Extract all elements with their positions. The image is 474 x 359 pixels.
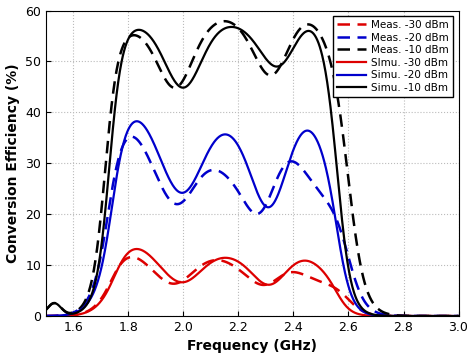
Line: SImu. -30 dBm: SImu. -30 dBm <box>46 249 458 316</box>
SImu. -30 dBm <box>210 259 216 264</box>
Simu. -20 dBm <box>365 312 371 316</box>
Legend: Meas. -30 dBm, Meas. -20 dBm, Meas. -10 dBm, SImu. -30 dBm, Simu. -20 dBm, Simu.: Meas. -30 dBm, Meas. -20 dBm, Meas. -10 … <box>333 16 453 97</box>
Meas. -30 dBm <box>85 309 91 313</box>
Meas. -30 dBm <box>225 261 231 265</box>
Simu. -10 dBm <box>365 311 371 315</box>
Meas. -10 dBm <box>365 291 371 295</box>
Simu. -10 dBm <box>210 38 216 42</box>
Simu. -10 dBm <box>225 25 230 29</box>
Y-axis label: Conversion Efficiency (%): Conversion Efficiency (%) <box>6 64 19 263</box>
SImu. -30 dBm <box>365 313 371 318</box>
Line: Meas. -20 dBm: Meas. -20 dBm <box>46 137 458 316</box>
Meas. -30 dBm <box>327 283 333 287</box>
Meas. -30 dBm <box>373 313 378 317</box>
Meas. -10 dBm <box>43 308 49 312</box>
Simu. -20 dBm <box>134 119 140 123</box>
Simu. -10 dBm <box>43 308 49 312</box>
Meas. -10 dBm <box>225 19 231 24</box>
Simu. -20 dBm <box>373 313 378 317</box>
Simu. -10 dBm <box>228 25 234 29</box>
SImu. -30 dBm <box>134 247 140 251</box>
SImu. -30 dBm <box>373 314 378 318</box>
Meas. -10 dBm <box>456 314 461 318</box>
Simu. -10 dBm <box>85 300 91 304</box>
Meas. -20 dBm <box>225 176 231 180</box>
Simu. -20 dBm <box>225 133 231 137</box>
SImu. -30 dBm <box>85 309 91 314</box>
Meas. -10 dBm <box>373 304 378 308</box>
Meas. -30 dBm <box>43 314 49 318</box>
Meas. -30 dBm <box>456 314 461 318</box>
SImu. -30 dBm <box>225 256 231 260</box>
Meas. -10 dBm <box>221 19 227 23</box>
Simu. -20 dBm <box>43 314 49 318</box>
Meas. -20 dBm <box>85 296 91 300</box>
SImu. -30 dBm <box>43 314 49 318</box>
Meas. -20 dBm <box>365 304 371 308</box>
SImu. -30 dBm <box>327 278 333 283</box>
Meas. -20 dBm <box>128 135 134 139</box>
Simu. -20 dBm <box>210 141 216 145</box>
Meas. -30 dBm <box>365 311 371 315</box>
Simu. -10 dBm <box>373 313 378 317</box>
Simu. -20 dBm <box>456 314 461 318</box>
Meas. -30 dBm <box>210 258 216 262</box>
Simu. -20 dBm <box>327 184 333 188</box>
Meas. -20 dBm <box>327 204 333 208</box>
Meas. -20 dBm <box>456 314 461 318</box>
Simu. -10 dBm <box>456 314 461 318</box>
X-axis label: Frequency (GHz): Frequency (GHz) <box>187 340 317 354</box>
Line: Simu. -10 dBm: Simu. -10 dBm <box>46 27 458 316</box>
SImu. -30 dBm <box>456 314 461 318</box>
Meas. -10 dBm <box>327 57 333 61</box>
Line: Simu. -20 dBm: Simu. -20 dBm <box>46 121 458 316</box>
Line: Meas. -10 dBm: Meas. -10 dBm <box>46 21 458 316</box>
Line: Meas. -30 dBm: Meas. -30 dBm <box>46 257 458 316</box>
Meas. -20 dBm <box>210 168 216 172</box>
Meas. -30 dBm <box>129 255 135 259</box>
Simu. -20 dBm <box>85 300 91 304</box>
Meas. -20 dBm <box>43 314 49 318</box>
Simu. -10 dBm <box>327 98 333 102</box>
Meas. -20 dBm <box>373 309 378 314</box>
Meas. -10 dBm <box>210 24 216 28</box>
Meas. -10 dBm <box>85 292 91 296</box>
